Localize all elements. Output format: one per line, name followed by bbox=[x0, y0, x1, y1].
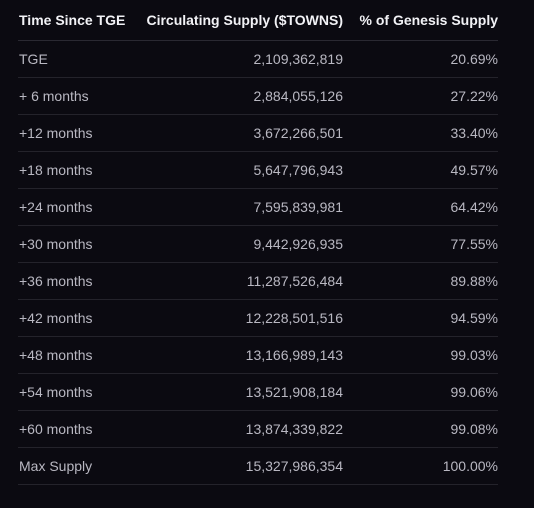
row-circulating-supply: 13,166,989,143 bbox=[140, 336, 343, 374]
row-circulating-supply: 7,595,839,981 bbox=[140, 188, 343, 226]
row-percent-genesis: 49.57% bbox=[343, 151, 498, 189]
header-circulating-supply: Circulating Supply ($TOWNS) bbox=[140, 0, 343, 41]
table-header: Time Since TGE Circulating Supply ($TOWN… bbox=[18, 0, 498, 41]
row-time-label: +24 months bbox=[18, 188, 140, 226]
row-circulating-supply: 13,521,908,184 bbox=[140, 373, 343, 411]
row-circulating-supply: 12,228,501,516 bbox=[140, 299, 343, 337]
header-row: Time Since TGE Circulating Supply ($TOWN… bbox=[18, 0, 498, 41]
row-time-label: +48 months bbox=[18, 336, 140, 374]
row-percent-genesis: 89.88% bbox=[343, 262, 498, 300]
row-circulating-supply: 9,442,926,935 bbox=[140, 225, 343, 263]
header-percent-genesis-supply: % of Genesis Supply bbox=[343, 0, 498, 41]
row-percent-genesis: 77.55% bbox=[343, 225, 498, 263]
row-percent-genesis: 33.40% bbox=[343, 114, 498, 152]
table-row: + 6 months 2,884,055,126 27.22% bbox=[18, 77, 498, 115]
supply-schedule-table: Time Since TGE Circulating Supply ($TOWN… bbox=[18, 0, 498, 485]
table-row: +60 months 13,874,339,822 99.08% bbox=[18, 410, 498, 448]
header-time-since-tge: Time Since TGE bbox=[18, 0, 140, 41]
row-circulating-supply: 5,647,796,943 bbox=[140, 151, 343, 189]
row-time-label: +42 months bbox=[18, 299, 140, 337]
row-time-label: Max Supply bbox=[18, 447, 140, 485]
table-row: +12 months 3,672,266,501 33.40% bbox=[18, 114, 498, 152]
row-circulating-supply: 13,874,339,822 bbox=[140, 410, 343, 448]
row-percent-genesis: 99.03% bbox=[343, 336, 498, 374]
row-circulating-supply: 15,327,986,354 bbox=[140, 447, 343, 485]
row-time-label: +12 months bbox=[18, 114, 140, 152]
row-percent-genesis: 27.22% bbox=[343, 77, 498, 115]
table-row: +18 months 5,647,796,943 49.57% bbox=[18, 151, 498, 189]
row-time-label: +54 months bbox=[18, 373, 140, 411]
row-circulating-supply: 3,672,266,501 bbox=[140, 114, 343, 152]
row-time-label: TGE bbox=[18, 40, 140, 78]
table-body: TGE 2,109,362,819 20.69% + 6 months 2,88… bbox=[18, 40, 498, 485]
row-circulating-supply: 2,884,055,126 bbox=[140, 77, 343, 115]
table-row: +30 months 9,442,926,935 77.55% bbox=[18, 225, 498, 263]
row-circulating-supply: 2,109,362,819 bbox=[140, 40, 343, 78]
row-percent-genesis: 99.06% bbox=[343, 373, 498, 411]
table-row: +36 months 11,287,526,484 89.88% bbox=[18, 262, 498, 300]
row-time-label: +36 months bbox=[18, 262, 140, 300]
row-percent-genesis: 94.59% bbox=[343, 299, 498, 337]
table-row: +42 months 12,228,501,516 94.59% bbox=[18, 299, 498, 337]
table-row: +48 months 13,166,989,143 99.03% bbox=[18, 336, 498, 374]
table-row: +24 months 7,595,839,981 64.42% bbox=[18, 188, 498, 226]
row-percent-genesis: 64.42% bbox=[343, 188, 498, 226]
row-time-label: +30 months bbox=[18, 225, 140, 263]
table-row: Max Supply 15,327,986,354 100.00% bbox=[18, 447, 498, 485]
supply-schedule-table-container: Time Since TGE Circulating Supply ($TOWN… bbox=[18, 0, 498, 485]
table-row: +54 months 13,521,908,184 99.06% bbox=[18, 373, 498, 411]
row-percent-genesis: 99.08% bbox=[343, 410, 498, 448]
table-row: TGE 2,109,362,819 20.69% bbox=[18, 40, 498, 78]
row-time-label: +60 months bbox=[18, 410, 140, 448]
row-percent-genesis: 20.69% bbox=[343, 40, 498, 78]
row-time-label: + 6 months bbox=[18, 77, 140, 115]
row-time-label: +18 months bbox=[18, 151, 140, 189]
row-circulating-supply: 11,287,526,484 bbox=[140, 262, 343, 300]
row-percent-genesis: 100.00% bbox=[343, 447, 498, 485]
